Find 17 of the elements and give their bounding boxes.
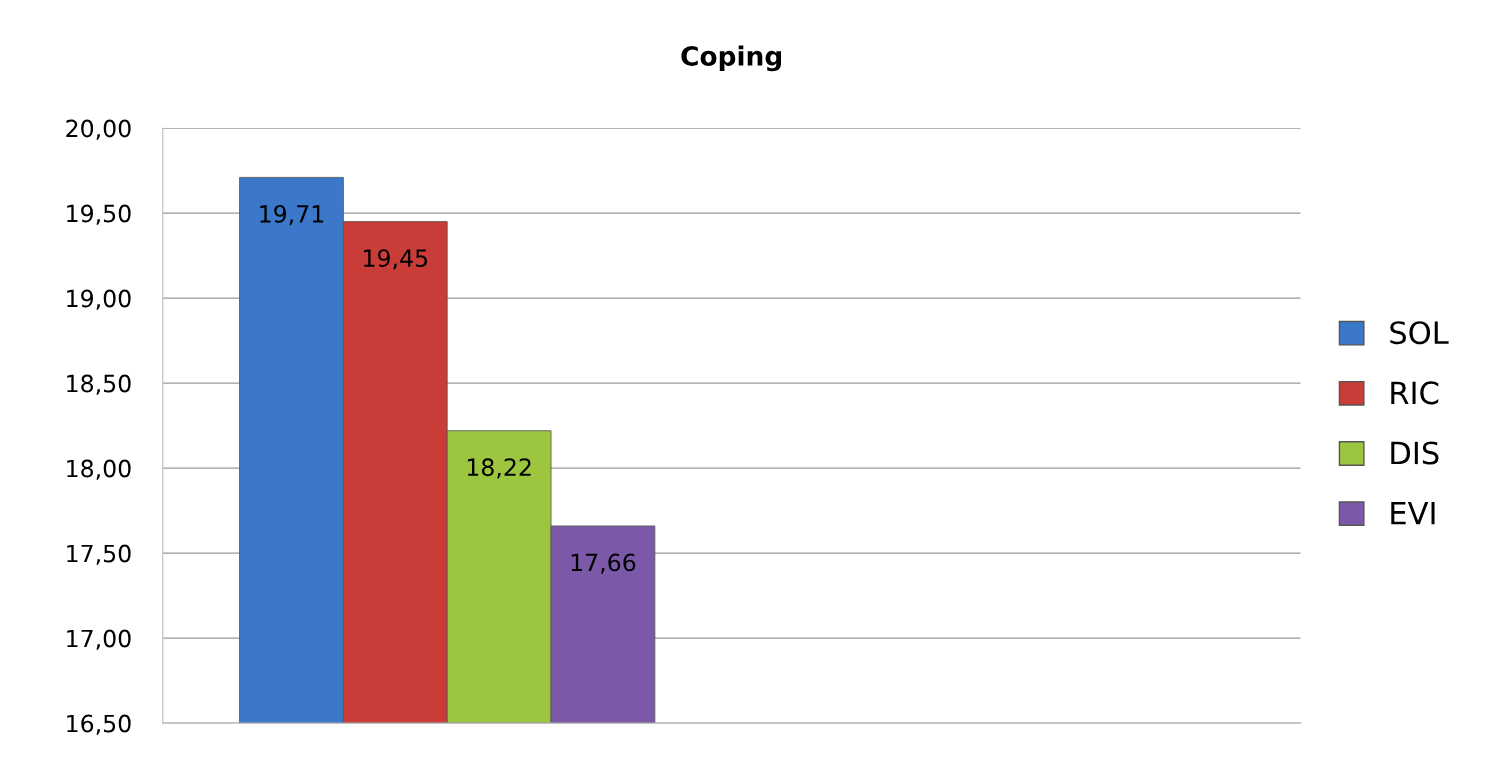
y-tick-label: 16,50 bbox=[67, 714, 131, 735]
data-label: 17,66 bbox=[571, 553, 636, 574]
legend-label: EVI bbox=[1391, 501, 1435, 525]
y-tick-label: 17,00 bbox=[67, 629, 131, 650]
y-tick-label: 18,50 bbox=[67, 374, 131, 395]
data-label: 18,22 bbox=[467, 458, 531, 479]
y-tick-label: 18,00 bbox=[67, 459, 131, 480]
y-tick-label: 19,50 bbox=[67, 204, 131, 225]
legend-label: SOL bbox=[1390, 321, 1449, 345]
y-tick-label: 19,00 bbox=[67, 289, 131, 310]
chart-title: Coping bbox=[681, 45, 781, 72]
legend-label: DIS bbox=[1391, 441, 1439, 465]
data-label: 19,45 bbox=[364, 249, 428, 270]
y-tick-label: 17,50 bbox=[67, 544, 131, 565]
y-tick-label: 20,00 bbox=[66, 119, 131, 140]
legend-label: RIC bbox=[1391, 381, 1439, 405]
data-label: 19,71 bbox=[260, 204, 324, 226]
